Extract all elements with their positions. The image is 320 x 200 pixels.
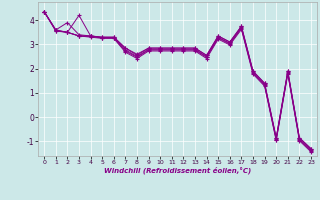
X-axis label: Windchill (Refroidissement éolien,°C): Windchill (Refroidissement éolien,°C) <box>104 167 251 174</box>
